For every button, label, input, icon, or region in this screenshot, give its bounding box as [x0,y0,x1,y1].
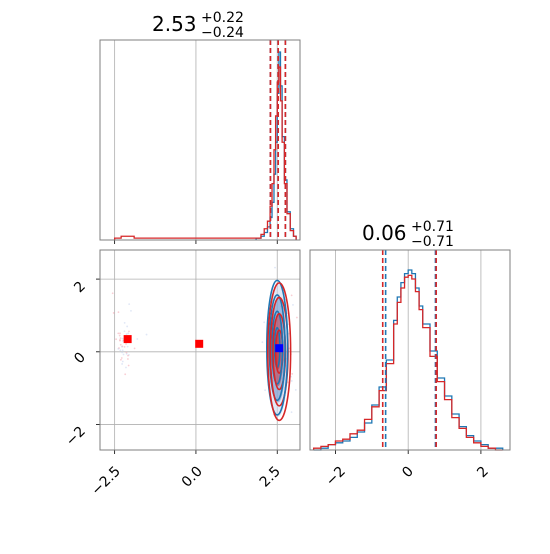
panel-1-hist-series-1 [113,66,297,240]
panel-2-scatter-point [122,353,125,356]
panel-2-scatter-point [128,303,131,306]
panel-2-scatter-point [119,343,122,346]
panel-3-xtick-label-1: 0 [399,464,417,482]
panel-3-bg [310,250,510,450]
panel-2-scatter-point [290,380,293,382]
panel-2-frame [99,249,301,451]
panel-3-xtick-label-2: 2 [474,464,492,482]
panel-2-scatter-point [123,346,126,348]
panel-2-marker-0 [123,335,132,344]
joint-ytick-label-1: 0 [71,350,89,368]
panel-2-scatter-point [128,330,130,333]
panel-2-scatter-point [261,341,264,344]
panel-2-scatter-point [126,325,129,328]
panel-2-scatter-point [120,358,122,361]
joint-xtick-label-0: −2.5 [88,464,123,499]
panel-2-scatter-point [126,345,129,348]
panel-1-title: 2.53 [152,12,197,36]
panel-2-scatter-point [136,338,139,340]
panel-2-scatter-point [119,332,121,335]
panel-1-hist-series-0 [255,51,297,240]
panel-2-scatter-point [127,354,129,357]
panel-2-scatter-point [111,292,114,295]
joint-xtick-label-1: 0.0 [179,464,206,491]
panel-2-scatter-point [130,310,132,312]
panel-2-scatter-point [291,372,294,375]
panel-2-scatter-point [127,332,130,335]
panel-2-scatter-point [124,373,127,376]
panel-1-title-value: 2.53 [152,12,197,36]
panel-3-xtick-label-0: −2 [323,464,349,490]
panel-2-scatter-point [123,321,126,324]
panel-2-scatter-point [112,312,115,314]
panel-2-scatter-point [295,316,298,319]
panel-3-hist-series-1 [312,274,503,451]
panel-2-scatter-point [123,330,126,333]
panel-2-contour-line-3-0 [266,279,289,416]
panel-3 [309,249,511,454]
panel-2-scatter-point [133,347,136,350]
panel-2-scatter-point [121,349,124,352]
panel-3-title-value: 0.06 [362,221,407,245]
panel-1 [99,39,301,244]
panel-2-scatter-point [290,411,293,414]
panel-3-title-plus: +0.71 [411,219,454,235]
panel-2-scatter-point [119,349,122,352]
panel-2-scatter-point [127,358,129,360]
panel-2-scatter-point [263,321,266,324]
panel-2-scatter-point [121,351,124,354]
panel-2-scatter-point [294,389,297,391]
panel-1-frame [99,39,301,241]
panel-1-title-minus: −0.24 [201,25,244,41]
panel-2-scatter-point [274,266,276,269]
panel-2-scatter-point [121,337,124,340]
panel-1-title-plus: +0.22 [201,10,244,26]
panel-2-scatter-point [125,352,128,355]
panel-2-scatter-point [121,360,124,363]
panel-2-scatter-point [119,338,121,341]
panel-2-scatter-point [290,294,293,297]
panel-3-title-minus: −0.71 [411,234,454,250]
panel-2-scatter-point [145,333,148,336]
panel-2-scatter-point [125,333,128,336]
panel-3-frame [309,249,511,451]
panel-2-contour-line-3-1 [267,282,292,422]
joint-xtick-label-2: 2.5 [257,464,284,491]
panel-2-scatter-point [286,381,289,384]
panel-2-scatter-point [292,304,294,306]
panel-2-scatter-point [127,364,130,367]
panel-3-title: 0.06 [362,221,407,245]
panel-2-scatter-point [125,343,127,345]
panel-2-scatter-point [117,311,120,314]
panel-2 [96,249,301,454]
panel-2-scatter-point [119,337,122,340]
joint-ytick-label-2: 2 [71,279,89,297]
panel-2-scatter-point [121,345,123,348]
panel-2-scatter-point [120,357,123,359]
panel-2-contour-line-2-0 [268,294,286,402]
panel-2-marker-2 [275,344,284,353]
panel-1-bg [100,40,300,240]
joint-ytick-label-0: −2 [63,424,89,450]
panel-2-scatter-point [121,363,124,365]
panel-2-scatter-point [264,389,266,392]
panel-2-scatter-point [125,366,127,369]
panel-2-marker-1 [195,339,204,348]
panel-2-scatter-point [117,347,120,350]
panel-2-scatter-point [118,334,121,337]
panel-2-scatter-point [115,338,118,341]
panel-2-scatter-point [117,332,120,335]
